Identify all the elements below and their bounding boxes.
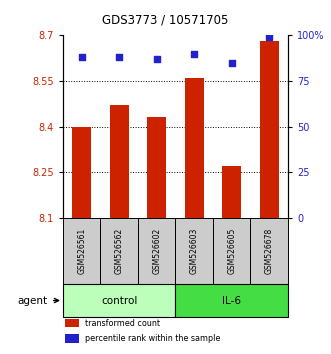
Text: GDS3773 / 10571705: GDS3773 / 10571705 [102, 13, 229, 27]
Bar [63, 218, 100, 284]
Point [154, 56, 159, 62]
Text: GSM526561: GSM526561 [77, 228, 86, 274]
Bar [110, 105, 128, 218]
Point [229, 60, 234, 65]
Text: GSM526562: GSM526562 [115, 228, 124, 274]
Text: IL-6: IL-6 [222, 296, 241, 306]
Bar [185, 78, 204, 218]
Bar [63, 284, 175, 317]
Bar [260, 41, 279, 218]
Bar [147, 118, 166, 218]
Text: transformed count: transformed count [85, 319, 161, 327]
Bar [100, 218, 138, 284]
Point [117, 55, 122, 60]
Bar [65, 319, 79, 327]
Bar [175, 218, 213, 284]
Bar [175, 284, 288, 317]
Bar [213, 218, 251, 284]
Text: agent: agent [18, 296, 59, 306]
Point [266, 34, 272, 40]
Text: GSM526678: GSM526678 [265, 228, 274, 274]
Text: GSM526602: GSM526602 [152, 228, 161, 274]
Bar [65, 335, 79, 343]
Bar [251, 218, 288, 284]
Text: GSM526603: GSM526603 [190, 228, 199, 274]
Text: percentile rank within the sample: percentile rank within the sample [85, 334, 221, 343]
Text: GSM526605: GSM526605 [227, 228, 236, 274]
Text: control: control [101, 296, 137, 306]
Bar [222, 166, 241, 218]
Point [79, 55, 84, 60]
Point [192, 51, 197, 56]
Bar [138, 218, 175, 284]
Bar [72, 126, 91, 218]
